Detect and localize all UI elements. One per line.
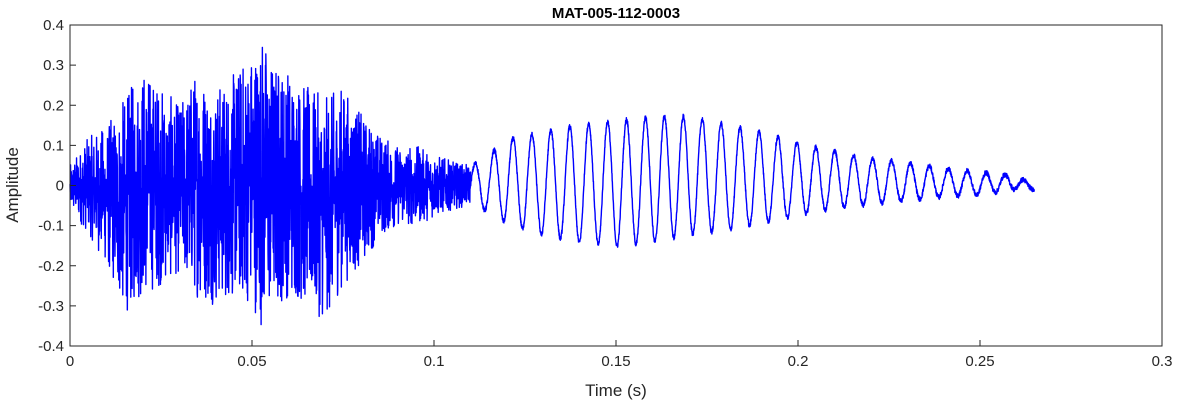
y-tick-label: -0.3 bbox=[38, 298, 64, 315]
y-tick-label: 0.2 bbox=[43, 97, 64, 114]
y-tick-label: 0.4 bbox=[43, 17, 64, 34]
x-ticks: 0 0.05 0.1 0.15 0.2 0.25 0.3 bbox=[66, 340, 1173, 370]
y-tick-label: 0.3 bbox=[43, 57, 64, 74]
x-tick-label: 0.2 bbox=[788, 353, 809, 370]
x-tick-label: 0.3 bbox=[1152, 353, 1173, 370]
y-ticks: -0.4 -0.3 -0.2 -0.1 0 0.1 0.2 0.3 0.4 bbox=[38, 17, 76, 355]
x-axis-label: Time (s) bbox=[585, 381, 647, 400]
y-tick-label: 0 bbox=[56, 178, 64, 195]
y-axis-label: Amplitude bbox=[3, 147, 22, 223]
x-tick-label: 0.1 bbox=[424, 353, 445, 370]
signal-line bbox=[69, 46, 1036, 326]
y-tick-label: -0.4 bbox=[38, 338, 64, 355]
chart-title: MAT-005-112-0003 bbox=[552, 5, 680, 22]
y-tick-label: 0.1 bbox=[43, 137, 64, 154]
x-tick-label: 0.05 bbox=[237, 353, 266, 370]
x-tick-label: 0 bbox=[66, 353, 74, 370]
y-tick-label: -0.1 bbox=[38, 218, 64, 235]
x-tick-label: 0.25 bbox=[965, 353, 994, 370]
y-tick-label: -0.2 bbox=[38, 258, 64, 275]
x-tick-label: 0.15 bbox=[601, 353, 630, 370]
series-layer bbox=[69, 46, 1036, 326]
